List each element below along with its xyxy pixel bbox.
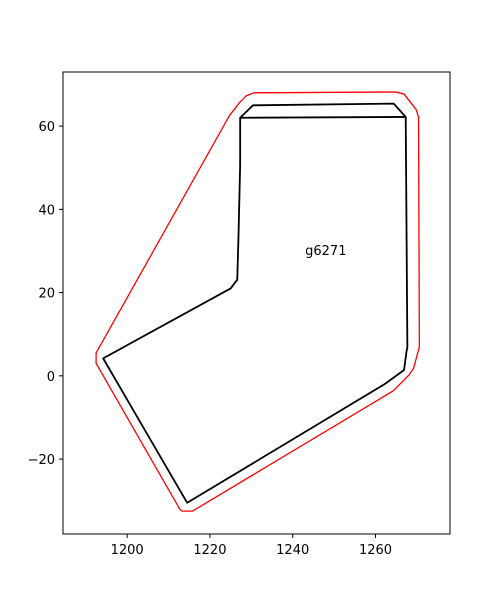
x-tick-label: 1220 [193,543,226,558]
x-tick-label: 1200 [111,543,144,558]
series-layer [95,91,421,512]
series-line-2 [240,116,406,119]
y-tick-label: 40 [38,203,55,218]
annotation-label: g6271 [305,244,346,259]
x-axis: 1200 1220 1240 1260 [111,534,392,558]
y-tick-label: 0 [47,370,55,385]
series-line-0 [95,91,421,512]
y-tick-label: −20 [28,453,55,468]
y-tick-label: 20 [38,287,55,302]
x-tick-label: 1240 [276,543,309,558]
y-axis: −20 0 20 40 60 [28,120,63,468]
series-line-1 [102,102,409,504]
plot-frame [62,71,451,535]
y-tick-label: 60 [38,120,55,135]
x-tick-label: 1260 [359,543,392,558]
